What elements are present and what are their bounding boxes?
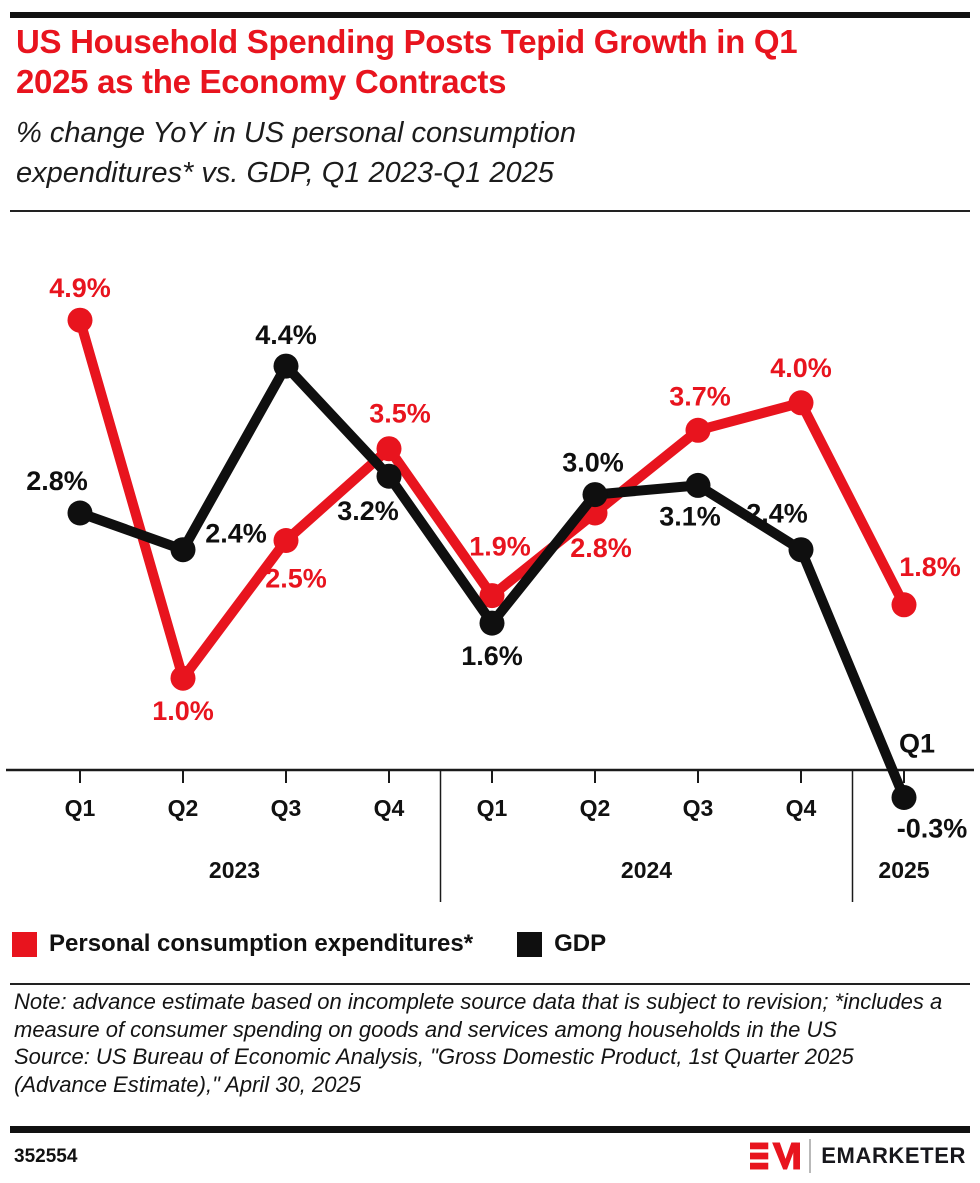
year-label: 2024 [621,857,672,883]
emarketer-logo: EMARKETER [750,1137,966,1175]
data-point-label: 3.0% [562,448,624,478]
notes-divider [10,983,970,985]
data-point [376,436,402,462]
pce-swatch-icon [12,931,37,957]
data-point-label: 2.8% [26,466,88,496]
data-point-label: 1.8% [899,552,961,582]
data-point-label: 4.4% [255,320,317,350]
brand-name: EMARKETER [821,1143,966,1168]
em-logo-icon [750,1142,801,1170]
data-point [479,583,505,609]
data-point [170,537,196,563]
line-chart: Q1 Q2 Q3 Q4 Q1 Q2 Q3 Q4 2023 2024 2025 4.9% 1.0% 2.5%… [6,273,974,902]
data-point [273,353,299,379]
top-divider-bar [10,12,970,18]
data-point [582,482,608,508]
data-point [479,610,505,636]
data-point [170,665,196,691]
page-subtitle: % change YoY in US personal consumption … [16,117,576,189]
logo-divider [809,1139,812,1173]
quarter-label: Q1 [65,795,96,821]
data-point-label: 3.5% [369,399,431,429]
year-label: 2023 [209,857,260,883]
quarter-label: Q2 [580,795,611,821]
series-line [75,361,909,803]
data-point-label: 2.8% [570,533,632,563]
legend-label-pce: Personal consumption expenditures* [49,930,474,957]
data-point-label: 1.9% [469,532,531,562]
data-point-label: 3.1% [659,501,721,531]
data-point-label: 1.6% [461,641,523,671]
data-point [685,472,711,498]
chart-id: 352554 [14,1146,78,1167]
data-point [67,500,93,526]
data-point-label: 2.4% [205,519,267,549]
data-point [891,785,917,810]
quarter-label: Q1 [477,795,508,821]
data-point-label: 1.0% [152,696,214,726]
legend-item-gdp: GDP [517,930,606,958]
data-point-label: 3.2% [337,496,399,526]
data-point-label: 4.0% [770,353,832,383]
data-point-label: 2.4% [746,499,808,529]
data-point [891,592,917,618]
legend-item-pce: Personal consumption expenditures* [12,930,473,958]
data-point-label: -0.3% [897,814,968,844]
footer-divider-bar [10,1126,970,1133]
page-title: US Household Spending Posts Tepid Growth… [16,23,798,100]
data-point-label: 4.9% [49,273,111,303]
source-text: Source: US Bureau of Economic Analysis, … [14,1044,854,1097]
data-point [788,390,814,416]
notes-block: Note: advance estimate based on incomple… [14,988,949,1098]
quarter-label: Q2 [168,795,199,821]
data-point [788,537,814,563]
year-label: 2025 [878,857,929,883]
note-text: Note: advance estimate based on incomple… [14,989,943,1042]
data-point [685,417,711,443]
quarter-label: Q3 [271,795,302,821]
extra-point-label: Q1 [899,729,935,759]
quarter-label: Q3 [683,795,714,821]
gdp-swatch-icon [517,931,543,957]
data-point-label: 2.5% [265,564,327,594]
data-point [376,463,402,489]
data-point [273,528,299,553]
legend-label-gdp: GDP [554,930,607,957]
quarter-label: Q4 [786,795,817,821]
data-point [67,307,93,333]
legend: Personal consumption expenditures* GDP [12,930,606,958]
quarter-label: Q4 [374,795,405,821]
data-point-label: 3.7% [669,381,731,411]
header-divider [10,210,970,212]
